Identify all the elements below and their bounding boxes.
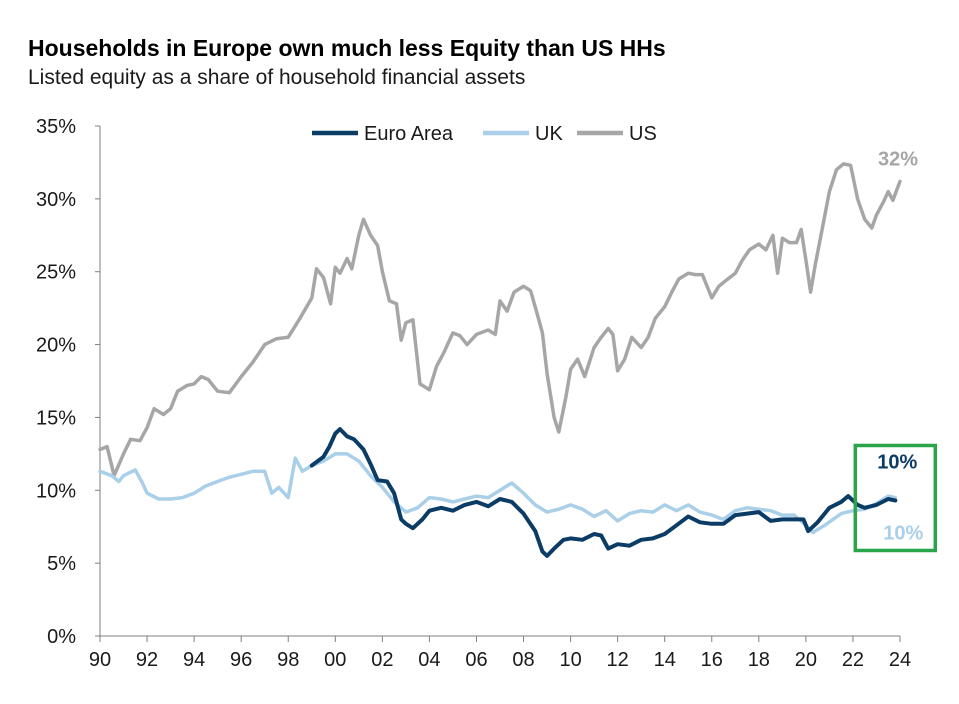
x-tick-label: 22 bbox=[842, 649, 864, 671]
x-tick-label: 12 bbox=[607, 649, 629, 671]
x-tick-label: 92 bbox=[136, 649, 158, 671]
end-label-euro-area: 10% bbox=[877, 451, 917, 473]
x-tick-label: 06 bbox=[465, 649, 487, 671]
legend: Euro Area UK US bbox=[312, 123, 657, 145]
x-tick-label: 98 bbox=[277, 649, 299, 671]
y-tick-label: 30% bbox=[36, 189, 76, 211]
legend-label: UK bbox=[535, 123, 563, 145]
x-tick-label: 02 bbox=[371, 649, 393, 671]
chart-title: Households in Europe own much less Equit… bbox=[28, 35, 666, 61]
annotations: 32% 10% 10% bbox=[853, 148, 938, 553]
end-label-uk: 10% bbox=[883, 523, 923, 545]
end-label-us: 32% bbox=[878, 148, 918, 170]
y-tick-label: 35% bbox=[36, 116, 76, 138]
x-tick-label: 18 bbox=[748, 649, 770, 671]
y-tick-label: 20% bbox=[36, 335, 76, 357]
x-tick-label: 04 bbox=[418, 649, 440, 671]
x-tick-label: 16 bbox=[701, 649, 723, 671]
chart-subtitle: Listed equity as a share of household fi… bbox=[28, 66, 526, 89]
x-tick-label: 94 bbox=[183, 649, 205, 671]
x-tick-label: 10 bbox=[559, 649, 581, 671]
axes: 0% 5% 10% 15% 20% 25% 30% 35% 90 92 94 96 98 00 02 04 06… bbox=[36, 116, 911, 671]
x-tick-label: 20 bbox=[795, 649, 817, 671]
y-tick-label: 5% bbox=[47, 553, 76, 575]
x-tick-label: 14 bbox=[654, 649, 676, 671]
series-line-us bbox=[98, 162, 902, 478]
series-lines bbox=[98, 162, 902, 558]
series-line-euro-area bbox=[309, 427, 898, 558]
y-tick-label: 15% bbox=[36, 407, 76, 429]
x-tick-label: 24 bbox=[889, 649, 911, 671]
highlight-box bbox=[853, 443, 938, 553]
x-tick-label: 96 bbox=[230, 649, 252, 671]
x-tick-label: 08 bbox=[512, 649, 534, 671]
legend-label: Euro Area bbox=[364, 123, 454, 145]
series-line-uk bbox=[98, 452, 898, 535]
y-tick-label: 25% bbox=[36, 262, 76, 284]
y-tick-label: 0% bbox=[47, 626, 76, 648]
legend-label: US bbox=[629, 123, 657, 145]
x-tick-label: 90 bbox=[89, 649, 111, 671]
x-tick-label: 00 bbox=[324, 649, 346, 671]
y-tick-label: 10% bbox=[36, 480, 76, 502]
